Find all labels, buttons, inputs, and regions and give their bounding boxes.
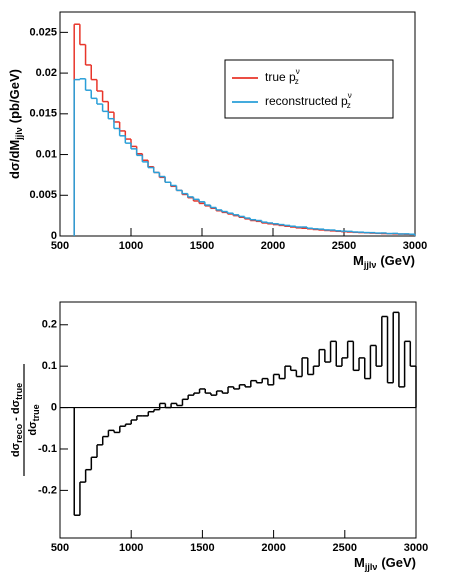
x-tick-label: 2500	[332, 240, 356, 252]
y-tick-label: 0	[51, 230, 57, 242]
label-part: reco	[14, 423, 24, 443]
histogram-risers	[73, 24, 416, 236]
x-tick-label: 500	[51, 240, 69, 252]
label-part: true p	[265, 70, 296, 84]
label-part: (pb/GeV)	[7, 69, 22, 123]
plot-frame	[59, 301, 417, 539]
y-tick-label: 0.1	[42, 360, 57, 372]
x-tick-label: 2000	[261, 240, 285, 252]
label-part: ν	[296, 67, 300, 76]
histogram-risers	[73, 312, 417, 516]
x-tick-label: 3000	[404, 542, 428, 554]
label-part: z	[295, 77, 299, 86]
y-tick-label: 0.005	[29, 189, 57, 201]
label-part: jjlν	[14, 127, 24, 141]
x-tick-label: 1500	[190, 542, 214, 554]
y-label-numerator: dσreco - dσtrue	[10, 383, 24, 457]
x-tick-label: 1000	[119, 240, 143, 252]
x-tick-label: 500	[51, 542, 69, 554]
y-tick-label: 0.02	[36, 67, 57, 79]
y-tick-label: -0.1	[38, 443, 57, 455]
x-tick-label: 1000	[119, 542, 143, 554]
y-tick-label: 0.01	[36, 148, 57, 160]
label-part: dσ	[10, 442, 22, 457]
label-part: true	[14, 383, 24, 400]
y-axis-label: dσ/dMjjlν (pb/GeV)	[7, 69, 24, 179]
y-label-denominator: dσtrue	[27, 404, 41, 435]
y-tick-label: 0.015	[29, 108, 57, 120]
label-part: jjlν	[364, 562, 378, 572]
plot-frame	[59, 11, 416, 237]
y-tick-label: 0.2	[42, 319, 57, 331]
y-tick-label: 0.025	[29, 26, 57, 38]
label-part: (GeV)	[381, 555, 416, 570]
label-part: reconstructed p	[265, 94, 348, 108]
label-part: - dσ	[10, 399, 22, 420]
label-part: z	[347, 101, 351, 110]
legend-label: reconstructed pν z	[265, 91, 352, 110]
x-axis-label: Mjjlν (GeV)	[354, 555, 416, 572]
label-part: true	[31, 404, 41, 421]
x-tick-label: 2000	[261, 542, 285, 554]
y-tick-label: -0.2	[38, 484, 57, 496]
label-part: (GeV)	[380, 253, 415, 268]
label-part: jjlν	[363, 260, 377, 270]
y-tick-label: 0	[51, 401, 57, 413]
label-part: M	[353, 253, 364, 268]
x-tick-label: 2500	[333, 542, 357, 554]
label-part: dσ	[27, 421, 39, 436]
label-part: M	[354, 555, 365, 570]
label-part: dσ/dM	[7, 140, 22, 179]
legend-label: true pν z	[265, 67, 300, 86]
legend-box	[224, 59, 394, 119]
label-part: ν	[348, 91, 352, 100]
x-tick-label: 1500	[190, 240, 214, 252]
x-tick-label: 3000	[403, 240, 427, 252]
x-axis-label: Mjjlν (GeV)	[353, 253, 415, 270]
